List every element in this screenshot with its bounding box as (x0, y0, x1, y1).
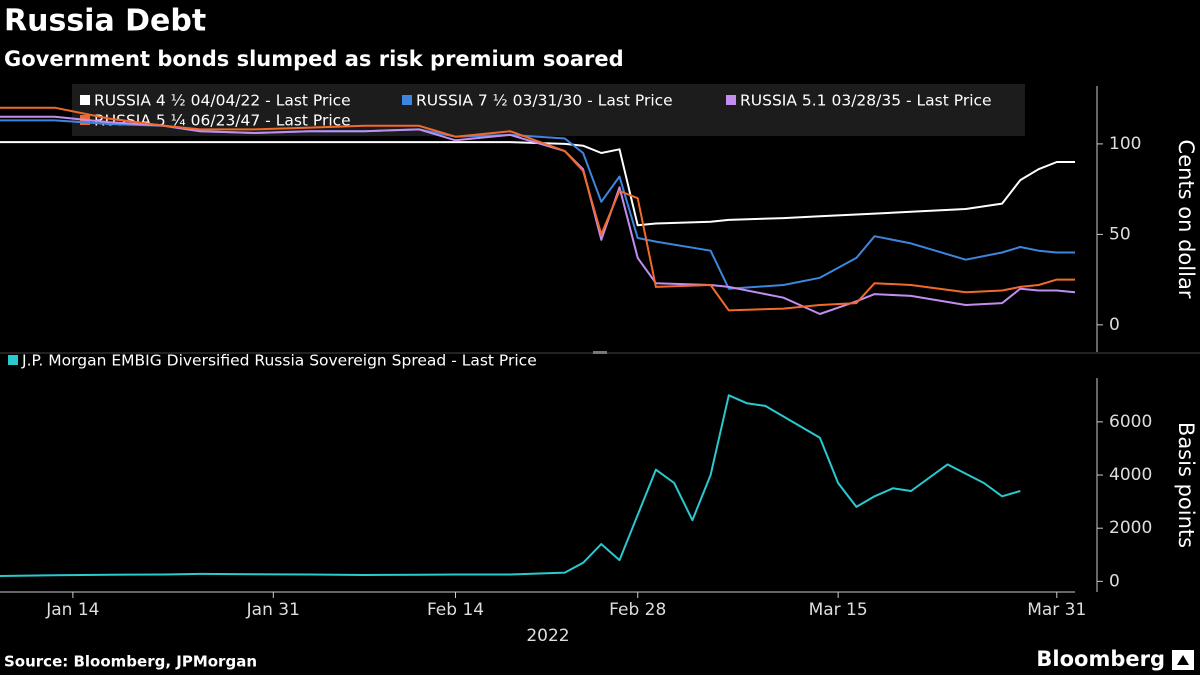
y-axis-title: Cents on dollar (1174, 140, 1198, 299)
legend-swatch (8, 355, 18, 365)
data-line (0, 141, 1075, 227)
y-tick-label: 6000 (1109, 412, 1152, 432)
x-tick-label: Feb 28 (609, 600, 666, 620)
x-axis-title: 2022 (526, 626, 569, 646)
brand-icon-mark (1177, 655, 1189, 665)
y-tick-label: 0 (1109, 315, 1120, 335)
data-line (0, 106, 1075, 312)
legend-label: RUSSIA 7 ½ 03/31/30 - Last Price (416, 92, 673, 110)
y-tick-label: 0 (1109, 571, 1120, 591)
chart-subtitle: Government bonds slumped as risk premium… (4, 47, 624, 71)
y-tick-label: 50 (1109, 224, 1131, 244)
y-tick-label: 2000 (1109, 518, 1152, 538)
data-line (0, 115, 1076, 315)
legend-box (72, 84, 1025, 136)
brand: Bloomberg (1036, 647, 1165, 671)
legend-label: J.P. Morgan EMBIG Diversified Russia Sov… (21, 352, 537, 370)
x-tick-label: Jan 31 (246, 600, 300, 620)
legend-label: RUSSIA 4 ½ 04/04/22 - Last Price (94, 92, 351, 110)
data-line (0, 394, 1021, 577)
source: Source: Bloomberg, JPMorgan (4, 653, 257, 671)
chart-title: Russia Debt (4, 4, 206, 39)
x-tick-label: Feb 14 (427, 600, 484, 620)
x-tick-label: Mar 31 (1027, 600, 1086, 620)
legend-swatch (402, 95, 412, 105)
panel-handle (593, 351, 607, 354)
y-tick-label: 4000 (1109, 465, 1152, 485)
y-tick-label: 100 (1109, 134, 1141, 154)
x-tick-label: Mar 15 (809, 600, 868, 620)
data-line (0, 119, 1075, 290)
y-axis-title: Basis points (1174, 422, 1198, 548)
legend-swatch (726, 95, 736, 105)
legend-swatch (80, 95, 90, 105)
legend-label: RUSSIA 5.1 03/28/35 - Last Price (740, 92, 992, 110)
x-tick-label: Jan 14 (45, 600, 99, 620)
